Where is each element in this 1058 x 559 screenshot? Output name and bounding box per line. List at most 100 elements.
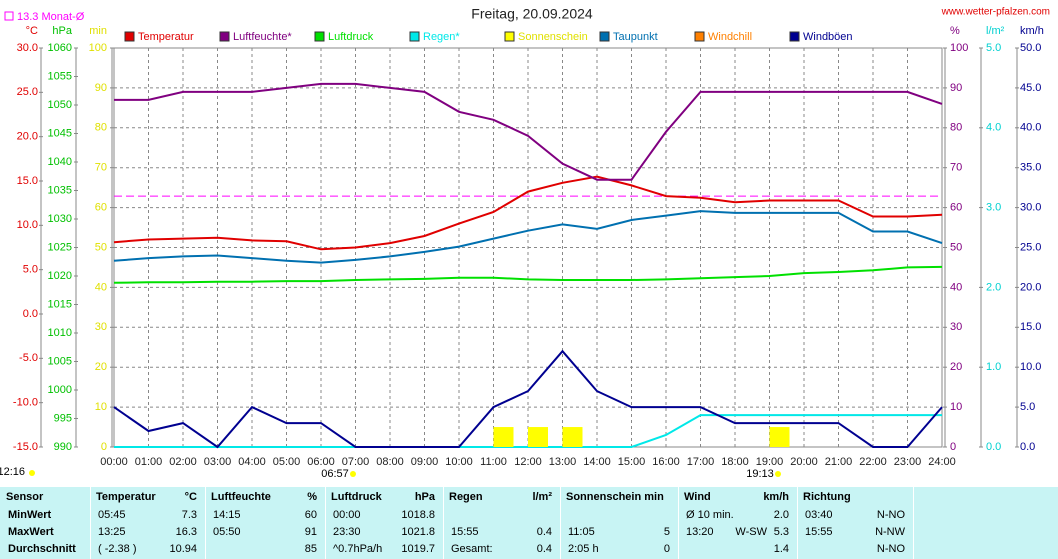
cell: 16.3 (175, 526, 197, 538)
cell: 13:25 (98, 526, 126, 538)
col-sep (205, 487, 206, 559)
legend-label: Luftdruck (328, 31, 374, 43)
col-sep (443, 487, 444, 559)
y-tick-label: 15.0 (1020, 321, 1041, 333)
y-tick-label: 25.0 (17, 86, 38, 98)
y-tick-label: 4.0 (986, 122, 1001, 134)
legend-label: Taupunkt (613, 31, 658, 43)
cell: 13:20 (686, 526, 714, 538)
series-line (113, 210, 943, 264)
y-tick-label: 1055 (48, 70, 72, 82)
header-unit: l/m² (532, 491, 552, 503)
x-tick-label: 20:00 (790, 456, 818, 468)
col-sep (797, 487, 798, 559)
sunrise: 06:57 (321, 468, 349, 480)
legend-swatch (694, 31, 705, 42)
sun-icon (775, 471, 781, 477)
x-tick-label: 09:00 (411, 456, 439, 468)
cell: 7.3 (181, 509, 197, 521)
chart: Freitag, 20.09.2024 www.wetter-pfalzen.c… (0, 6, 1050, 480)
cell: 91 (304, 526, 317, 538)
y-tick-label: 0.0 (23, 308, 38, 320)
x-tick-label: 16:00 (652, 456, 680, 468)
y-tick-label: 10 (950, 401, 962, 413)
legend-swatch (409, 31, 420, 42)
y-tick-label: 20.0 (17, 131, 38, 143)
header-unit: km/h (763, 491, 789, 503)
x-tick-label: 08:00 (376, 456, 404, 468)
axis-unit: % (950, 25, 960, 37)
y-tick-label: 20 (950, 361, 962, 373)
x-tick-label: 06:00 (307, 456, 335, 468)
cell: 0.4 (536, 526, 552, 538)
y-tick-label: 45.0 (1020, 82, 1041, 94)
y-tick-label: 1015 (48, 298, 72, 310)
axis-unit: l/m² (986, 25, 1005, 37)
cell: 15:55 (805, 526, 833, 538)
cell: 1.4 (773, 543, 789, 555)
y-tick-label: 30 (95, 321, 107, 333)
legend-label: Temperatur (138, 31, 194, 43)
y-tick-label: 10.0 (17, 219, 38, 231)
y-tick-label: 70 (95, 162, 107, 174)
y-tick-label: 1030 (48, 213, 72, 225)
y-tick-label: 50 (95, 241, 107, 253)
header-title: Regen (449, 491, 483, 503)
cell: N-NW (875, 526, 905, 538)
header-unit: % (307, 491, 317, 503)
cell: 14:15 (213, 509, 241, 521)
cell: ^0.7hPa/h (333, 543, 383, 555)
legend-label: Windböen (803, 31, 853, 43)
x-tick-label: 07:00 (342, 456, 370, 468)
cell: Ø 10 min. (686, 509, 734, 521)
x-tick-label: 21:00 (825, 456, 853, 468)
x-tick-label: 13:00 (549, 456, 577, 468)
cell: 15:55 (451, 526, 479, 538)
daylength: 12:16 (0, 466, 25, 478)
sunshine-bar (493, 427, 514, 447)
y-tick-label: 50 (950, 241, 962, 253)
cell: 11:05 (568, 526, 595, 538)
legend-label: Sonnenschein (518, 31, 588, 43)
y-tick-label: 25.0 (1020, 241, 1041, 253)
x-tick-label: 01:00 (135, 456, 163, 468)
x-tick-label: 18:00 (721, 456, 749, 468)
cell: N-NO (876, 543, 905, 555)
y-tick-label: 80 (950, 122, 962, 134)
y-tick-label: 40.0 (1020, 122, 1041, 134)
cell: 10.94 (169, 543, 197, 555)
cell: 2.0 (773, 509, 789, 521)
x-tick-label: 00:00 (100, 456, 128, 468)
avg-label: 13.3 Monat-Ø (17, 11, 85, 23)
y-tick-label: 1040 (48, 156, 72, 168)
cell: 5.3 (773, 526, 789, 538)
series-line (114, 82, 943, 181)
y-tick-label: 0.0 (986, 441, 1001, 453)
cell: 05:45 (98, 509, 126, 521)
y-tick-label: 100 (89, 42, 107, 54)
y-tick-label: -10.0 (13, 397, 38, 409)
x-tick-label: 05:00 (273, 456, 301, 468)
axis-unit: min (89, 25, 107, 37)
header-title: Luftfeuchte (211, 491, 271, 503)
sun-icon (29, 470, 35, 476)
y-tick-label: 10 (95, 401, 107, 413)
y-tick-label: 30.0 (17, 42, 38, 54)
sunshine-bar (562, 427, 583, 447)
y-tick-label: 100 (950, 42, 968, 54)
cell: Gesamt: (451, 543, 493, 555)
col-sep (913, 487, 914, 559)
y-tick-label: 0 (101, 441, 107, 453)
header-title: Wind (684, 491, 711, 503)
y-tick-label: 1005 (48, 355, 72, 367)
legend-swatch (314, 31, 325, 42)
header-title: Temperatur (96, 491, 156, 503)
cell: MinWert (8, 509, 52, 521)
cell: W-SW (735, 526, 767, 538)
sunshine-bar (769, 427, 790, 447)
axis-unit: °C (26, 25, 38, 37)
x-tick-label: 22:00 (859, 456, 887, 468)
cell: N-NO (876, 509, 905, 521)
y-tick-label: 80 (95, 122, 107, 134)
